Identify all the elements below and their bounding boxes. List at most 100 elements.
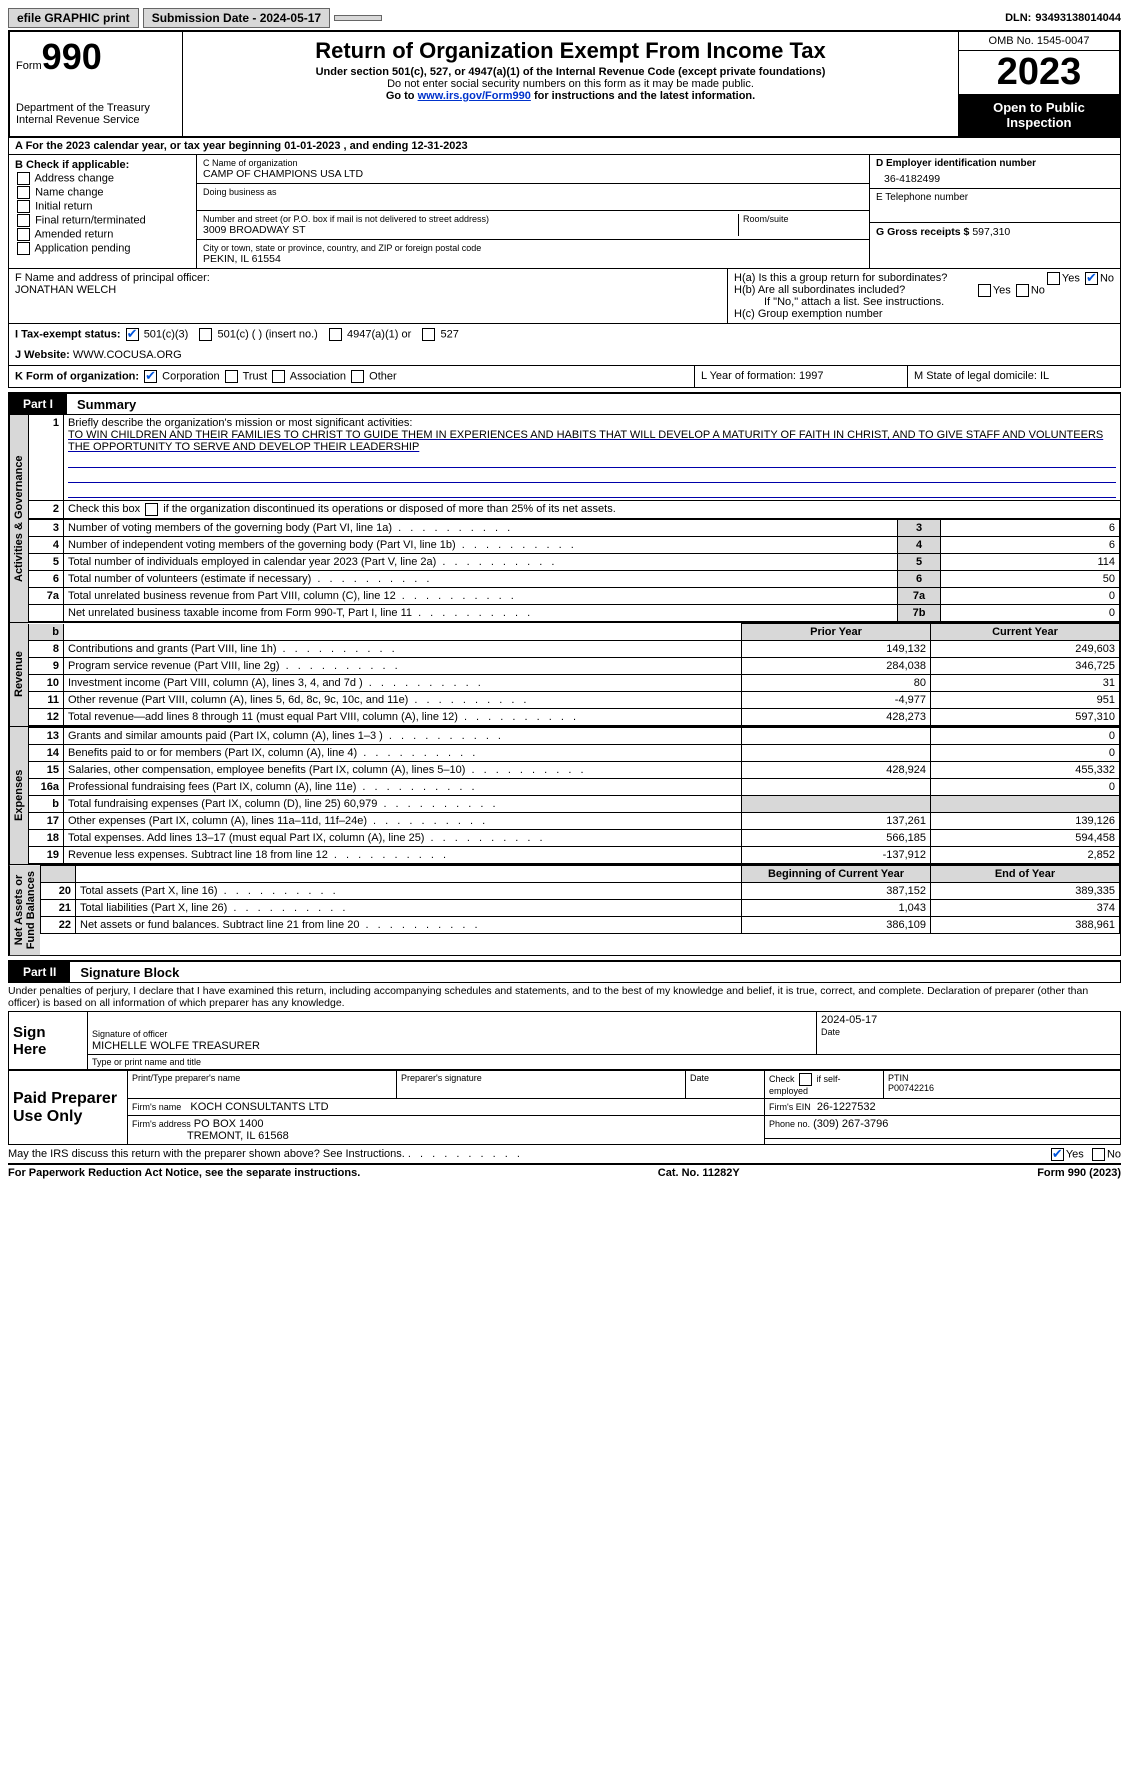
exp-17-prior: 137,261	[742, 813, 931, 830]
exp-19-label: Revenue less expenses. Subtract line 18 …	[64, 847, 742, 864]
net-20-end: 389,335	[931, 883, 1120, 900]
line-6-box: 6	[898, 571, 941, 588]
chk-self-employed[interactable]	[799, 1073, 812, 1086]
efile-button[interactable]: efile GRAPHIC print	[8, 8, 139, 28]
rev-8-current: 249,603	[931, 641, 1120, 658]
page-footer: For Paperwork Reduction Act Notice, see …	[8, 1163, 1121, 1179]
website-value: WWW.COCUSA.ORG	[73, 349, 182, 361]
discuss-no[interactable]	[1092, 1148, 1105, 1161]
chk-other[interactable]	[351, 370, 364, 383]
rev-8-num: 8	[29, 641, 64, 658]
line-4-value: 6	[941, 537, 1120, 554]
line-5-label: Total number of individuals employed in …	[64, 554, 898, 571]
exp-15-prior: 428,924	[742, 762, 931, 779]
blank-button[interactable]	[334, 15, 382, 21]
inspection-notice: Open to Public Inspection	[959, 94, 1119, 136]
ptin-label: PTIN	[888, 1073, 909, 1083]
form-title: Return of Organization Exempt From Incom…	[189, 38, 952, 64]
chk-discontinued[interactable]	[145, 503, 158, 516]
rev-9-label: Program service revenue (Part VIII, line…	[64, 658, 742, 675]
ha-label: H(a) Is this a group return for subordin…	[734, 272, 947, 284]
exp-15-current: 455,332	[931, 762, 1120, 779]
net-20-label: Total assets (Part X, line 16)	[76, 883, 742, 900]
rev-9-num: 9	[29, 658, 64, 675]
goto-pre: Go to	[386, 90, 418, 102]
firm-addr: PO BOX 1400	[194, 1118, 264, 1130]
subtitle-2: Do not enter social security numbers on …	[189, 78, 952, 90]
chk-assoc[interactable]	[272, 370, 285, 383]
prep-sig-label: Preparer's signature	[397, 1071, 686, 1099]
hb-yes[interactable]	[978, 284, 991, 297]
tab-governance: Activities & Governance	[9, 415, 28, 622]
submission-button[interactable]: Submission Date - 2024-05-17	[143, 8, 330, 28]
city-value: PEKIN, IL 61554	[203, 253, 863, 265]
chk-corp[interactable]	[144, 370, 157, 383]
footer-right: Form 990 (2023)	[1037, 1167, 1121, 1179]
irs-link[interactable]: www.irs.gov/Form990	[418, 90, 531, 102]
firm-phone-label: Phone no.	[769, 1119, 810, 1129]
line-5-box: 5	[898, 554, 941, 571]
exp-18-prior: 566,185	[742, 830, 931, 847]
firm-phone: (309) 267-3796	[813, 1118, 888, 1130]
footer-left: For Paperwork Reduction Act Notice, see …	[8, 1167, 360, 1179]
chk-4947[interactable]	[329, 328, 342, 341]
sig-officer-label: Signature of officer	[92, 1029, 167, 1039]
rev-11-prior: -4,977	[742, 692, 931, 709]
chk-amended[interactable]: Amended return	[15, 228, 190, 241]
exp-14-label: Benefits paid to or for members (Part IX…	[64, 745, 742, 762]
ptin-value: P00742216	[888, 1083, 934, 1093]
net-20-num: 20	[41, 883, 76, 900]
line-3-value: 6	[941, 520, 1120, 537]
rev-12-label: Total revenue—add lines 8 through 11 (mu…	[64, 709, 742, 726]
street-value: 3009 BROADWAY ST	[203, 224, 738, 236]
chk-address-change[interactable]: Address change	[15, 172, 190, 185]
discuss-yes[interactable]	[1051, 1148, 1064, 1161]
chk-app-pending[interactable]: Application pending	[15, 242, 190, 255]
chk-final-return[interactable]: Final return/terminated	[15, 214, 190, 227]
exp-15-num: 15	[29, 762, 64, 779]
line-5-num: 5	[29, 554, 64, 571]
top-bar: efile GRAPHIC print Submission Date - 20…	[8, 8, 1121, 28]
chk-trust[interactable]	[225, 370, 238, 383]
section-governance: Activities & Governance 1 Briefly descri…	[8, 415, 1121, 623]
section-expenses: Expenses 13 Grants and similar amounts p…	[8, 727, 1121, 865]
chk-name-change[interactable]: Name change	[15, 186, 190, 199]
line-7a-value: 0	[941, 588, 1120, 605]
net-21-begin: 1,043	[742, 900, 931, 917]
chk-initial-return[interactable]: Initial return	[15, 200, 190, 213]
hb-label: H(b) Are all subordinates included?	[734, 284, 905, 296]
phone-label: E Telephone number	[876, 192, 1114, 203]
exp-18-label: Total expenses. Add lines 13–17 (must eq…	[64, 830, 742, 847]
line-6-label: Total number of volunteers (estimate if …	[64, 571, 898, 588]
chk-527[interactable]	[422, 328, 435, 341]
part-ii-header: Part II Signature Block	[8, 960, 1121, 983]
net-21-label: Total liabilities (Part X, line 26)	[76, 900, 742, 917]
line-7b-label: Net unrelated business taxable income fr…	[64, 605, 898, 622]
paid-preparer-label: Paid Preparer Use Only	[9, 1071, 128, 1145]
chk-501c3[interactable]	[126, 328, 139, 341]
hb-no[interactable]	[1016, 284, 1029, 297]
preparer-table: Paid Preparer Use Only Print/Type prepar…	[8, 1070, 1121, 1145]
dln-value: 93493138014044	[1035, 12, 1121, 24]
exp-13-num: 13	[29, 728, 64, 745]
dln-label: DLN:	[1005, 12, 1031, 24]
ha-no[interactable]	[1085, 272, 1098, 285]
ein-value: 36-4182499	[876, 169, 1114, 185]
tab-expenses: Expenses	[9, 727, 28, 864]
omb-number: OMB No. 1545-0047	[959, 32, 1119, 51]
officer-label: F Name and address of principal officer:	[15, 272, 721, 284]
tab-revenue: Revenue	[9, 623, 28, 726]
exp-13-label: Grants and similar amounts paid (Part IX…	[64, 728, 742, 745]
ha-yes[interactable]	[1047, 272, 1060, 285]
org-form-label: K Form of organization:	[15, 370, 139, 382]
mission-label: Briefly describe the organization's miss…	[68, 417, 412, 429]
discuss-label: May the IRS discuss this return with the…	[8, 1148, 405, 1160]
exp-16a-label: Professional fundraising fees (Part IX, …	[64, 779, 742, 796]
chk-501c[interactable]	[199, 328, 212, 341]
exp-18-current: 594,458	[931, 830, 1120, 847]
section-net-assets: Net Assets or Fund Balances Beginning of…	[8, 865, 1121, 956]
exp-b-current	[931, 796, 1120, 813]
self-emp-label: Check if self-employed	[765, 1071, 884, 1099]
net-22-end: 388,961	[931, 917, 1120, 934]
row-klm: K Form of organization: Corporation Trus…	[8, 366, 1121, 388]
